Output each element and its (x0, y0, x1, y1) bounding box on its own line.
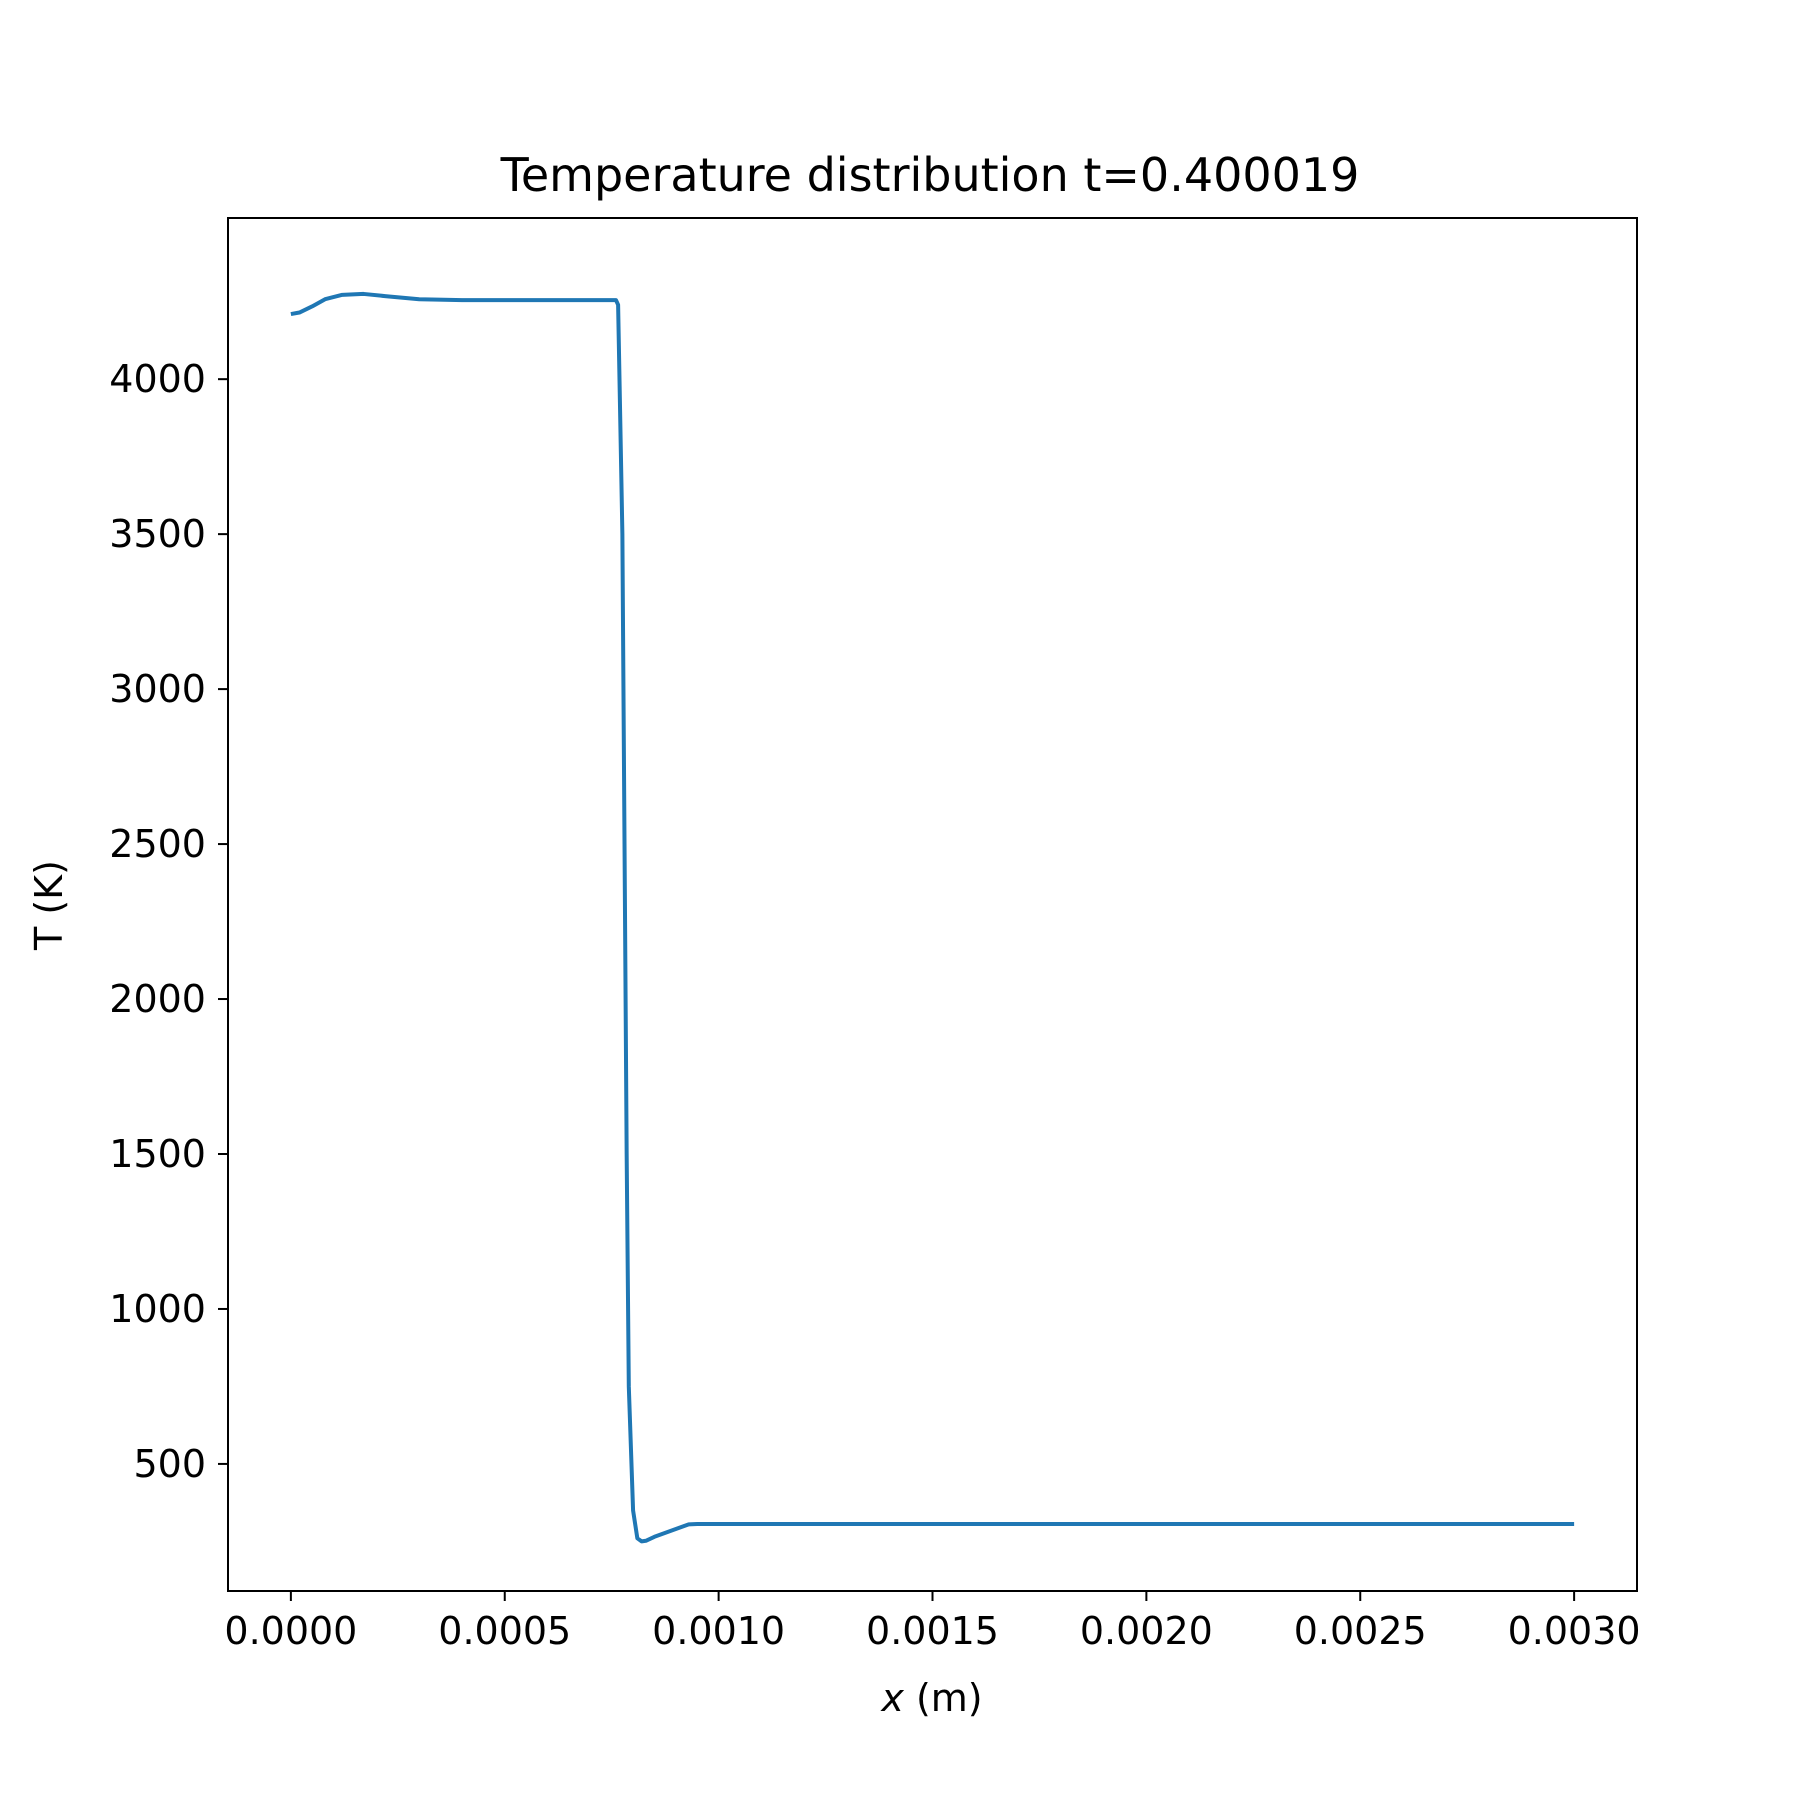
x-tick-label: 0.0020 (1080, 1609, 1213, 1653)
y-tick-label: 1000 (109, 1287, 206, 1331)
y-axis-ticks: 500 1000 1500 2000 2500 3000 3500 4000 (109, 357, 228, 1486)
x-tick-label: 0.0015 (866, 1609, 999, 1653)
x-tick-label: 0.0000 (224, 1609, 357, 1653)
chart-title: Temperature distribution t=0.400019 (500, 148, 1360, 202)
axes-frame (227, 217, 1638, 1592)
x-axis-ticks: 0.0000 0.0005 0.0010 0.0015 0.0020 0.0025 0.00… (224, 1591, 1641, 1653)
x-axis-label: x (m) (880, 1676, 982, 1720)
x-tick-label: 0.0030 (1508, 1609, 1641, 1653)
y-tick-label: 4000 (109, 357, 206, 401)
series-line-0 (290, 291, 1575, 1544)
x-tick-label: 0.0010 (652, 1609, 785, 1653)
y-tick-label: 3500 (109, 512, 206, 556)
y-tick-label: 2500 (109, 822, 206, 866)
y-tick-label: 3000 (109, 667, 206, 711)
y-tick-label: 500 (133, 1442, 206, 1486)
x-tick-label: 0.0025 (1294, 1609, 1427, 1653)
y-tick-label: 2000 (109, 977, 206, 1021)
y-tick-label: 1500 (109, 1132, 206, 1176)
y-axis-label: T (K) (27, 860, 71, 951)
x-tick-label: 0.0005 (438, 1609, 571, 1653)
plot-area (290, 291, 1575, 1544)
